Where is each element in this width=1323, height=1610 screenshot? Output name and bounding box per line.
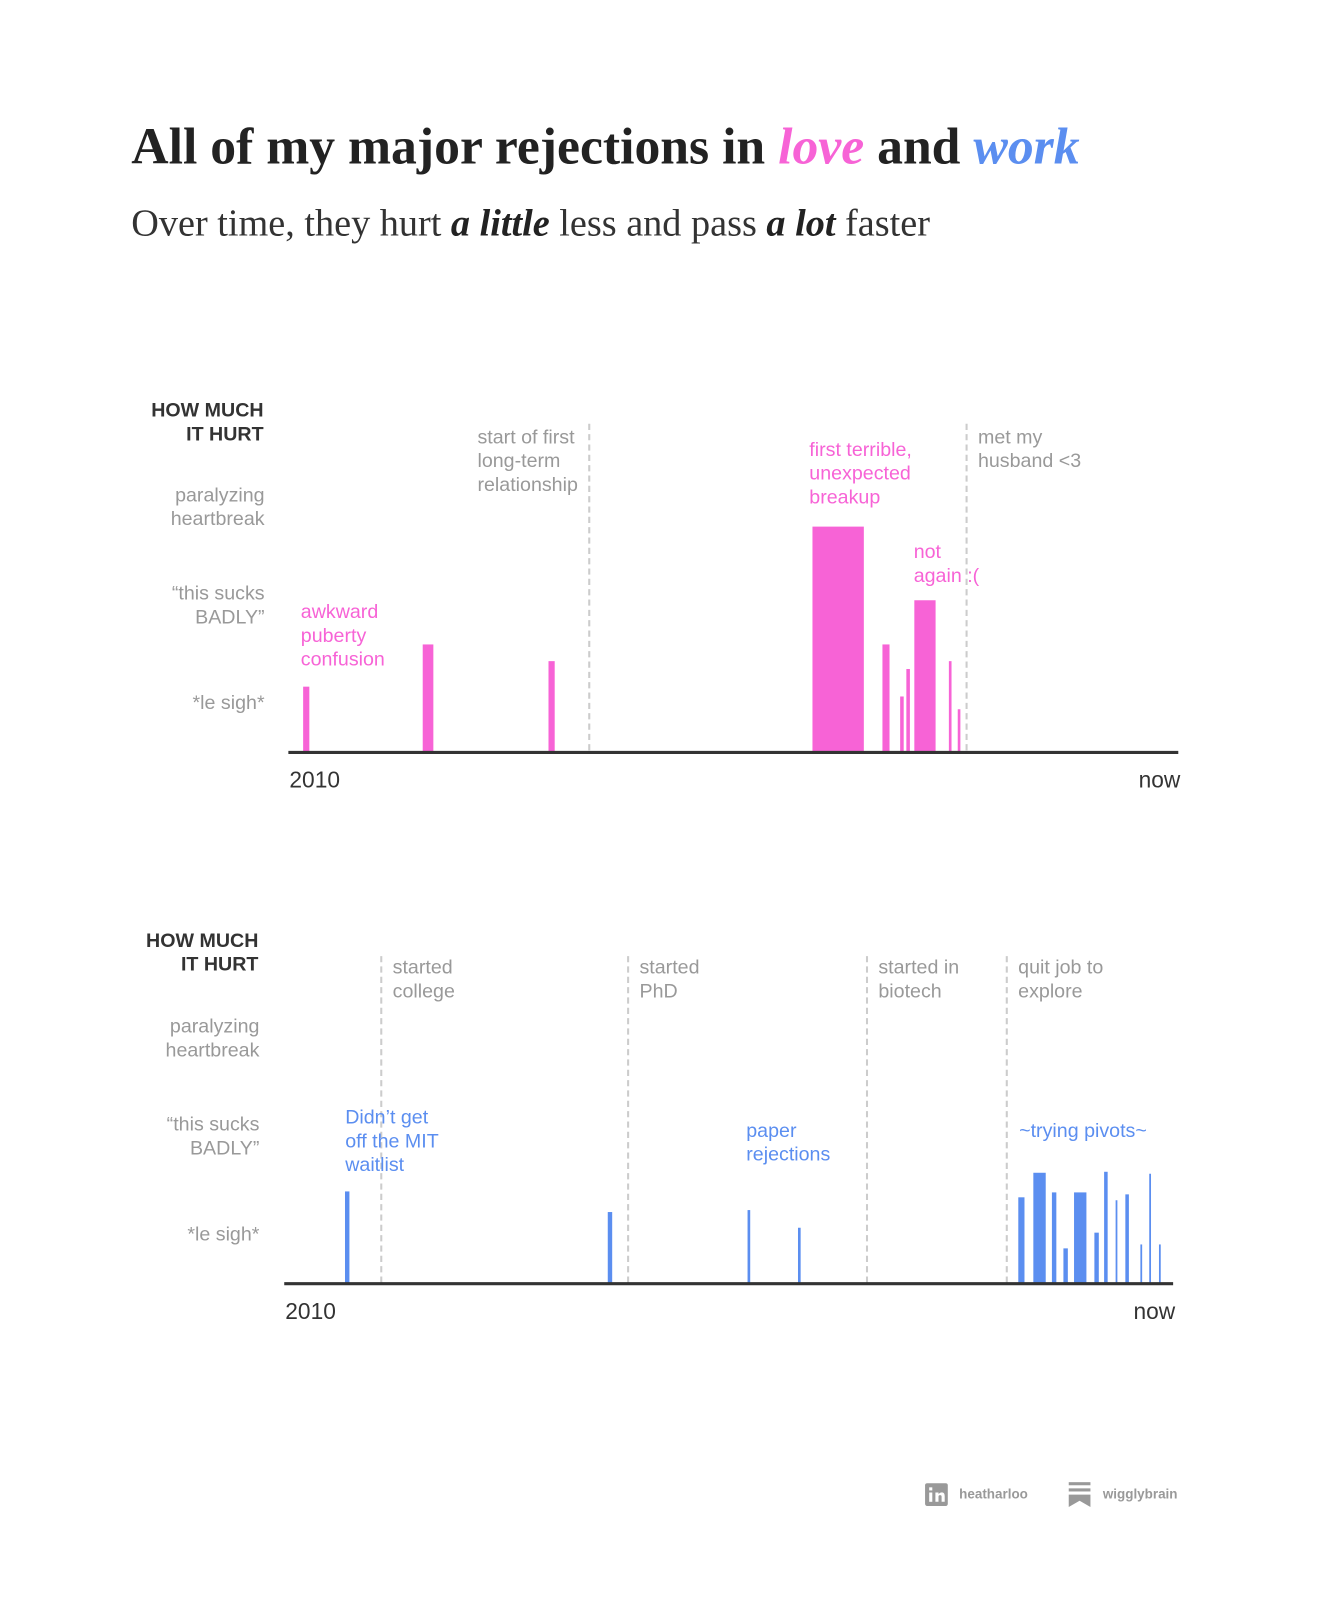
bar	[1051, 1192, 1057, 1284]
title-love: love	[778, 116, 865, 175]
title: All of my major rejections in love and w…	[131, 116, 1079, 176]
x-tick-label: 2010	[289, 766, 341, 793]
bar	[607, 1212, 613, 1284]
bar	[1140, 1244, 1143, 1284]
linkedin-icon	[925, 1483, 948, 1506]
bar	[344, 1191, 350, 1284]
subtitle-text: faster	[835, 202, 930, 245]
annotation: ~trying pivots~	[1019, 1120, 1147, 1143]
bar	[900, 696, 904, 753]
y-tick-label: *le sigh*	[187, 1223, 260, 1246]
bar	[906, 668, 910, 753]
bar	[747, 1210, 751, 1284]
milestone-label: met my husband <3	[977, 426, 1082, 473]
title-text: and	[864, 116, 974, 175]
bar	[1104, 1171, 1108, 1284]
annotation: Didn’t get off the MIT waitlist	[345, 1106, 439, 1177]
bar	[303, 686, 310, 753]
annotation: not again :(	[913, 541, 980, 588]
y-tick-label: “this sucks BADLY”	[166, 1113, 260, 1160]
annotation: awkward puberty confusion	[300, 601, 385, 671]
x-tick-label: 2010	[285, 1298, 336, 1325]
subtitle: Over time, they hurt a little less and p…	[131, 202, 930, 246]
milestone-label: quit job to explore	[1018, 957, 1104, 1003]
bar	[1018, 1197, 1025, 1284]
milestone-label: start of first long-term relationship	[477, 426, 578, 497]
y-tick-label: *le sigh*	[192, 692, 265, 715]
bar	[548, 661, 555, 753]
bar	[1125, 1194, 1129, 1284]
y-tick-label: paralyzing heartbreak	[165, 1015, 260, 1061]
bar	[948, 661, 952, 753]
bar	[1074, 1192, 1087, 1284]
bar	[1063, 1248, 1068, 1284]
substack-icon	[1068, 1482, 1091, 1507]
bar	[1094, 1232, 1099, 1284]
bar	[422, 644, 434, 753]
footer-linkedin: heatharloo	[959, 1486, 1028, 1502]
subtitle-text: Over time, they hurt	[131, 202, 451, 245]
bar	[957, 709, 961, 753]
bar	[1158, 1244, 1161, 1284]
y-axis-title: HOW MUCH IT HURT	[146, 930, 259, 976]
annotation: first terrible, unexpected breakup	[809, 439, 912, 509]
bar	[882, 644, 890, 753]
y-tick-label: paralyzing heartbreak	[170, 484, 265, 530]
milestone-label: started PhD	[639, 957, 700, 1003]
bar	[1149, 1173, 1152, 1284]
bar	[914, 600, 936, 753]
subtitle-emphasis: a lot	[766, 202, 836, 245]
title-text: All of my major rejections in	[131, 116, 779, 175]
x-tick-label: now	[1133, 1298, 1176, 1325]
bar	[812, 526, 864, 753]
bar	[1033, 1172, 1046, 1284]
footer-substack: wigglybrain	[1102, 1486, 1178, 1502]
y-tick-label: “this sucks BADLY”	[171, 582, 265, 628]
milestone-label: started in biotech	[878, 957, 960, 1003]
y-axis-title: HOW MUCH IT HURT	[151, 399, 264, 446]
annotation: paper rejections	[746, 1120, 831, 1166]
milestone-label: started college	[392, 957, 455, 1003]
bar	[797, 1227, 801, 1284]
x-tick-label: now	[1138, 766, 1181, 793]
subtitle-emphasis: a little	[450, 202, 550, 245]
subtitle-text: less and pass	[549, 202, 767, 245]
bar	[1115, 1200, 1118, 1284]
title-work: work	[973, 116, 1080, 175]
